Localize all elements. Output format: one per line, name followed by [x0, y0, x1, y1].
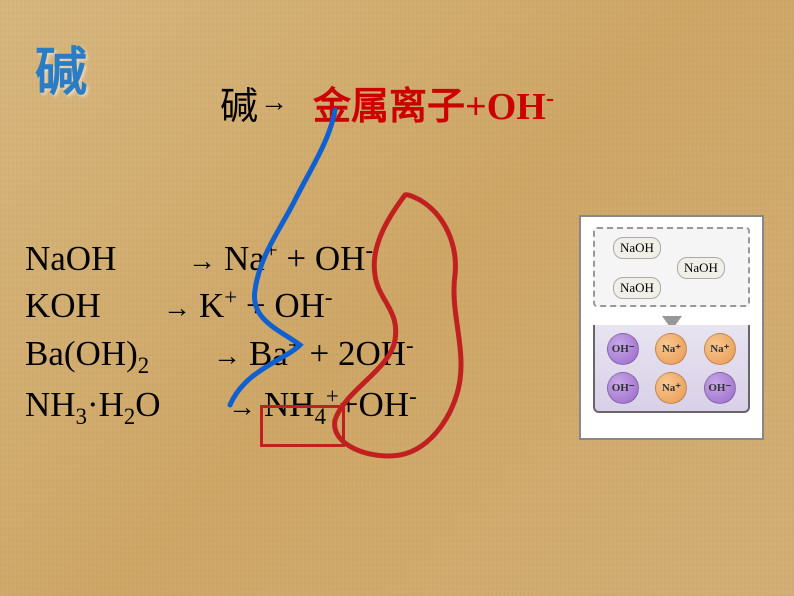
jian-label: 碱: [220, 75, 258, 130]
products: Ba+ + 2OH-: [249, 330, 414, 377]
header-formula-text: 金属离子+OH-: [313, 75, 554, 130]
reactant: NH3·H2O: [25, 381, 220, 433]
oh-ion: OH⁻: [607, 372, 639, 404]
naoh-label: NaOH: [613, 237, 661, 259]
equation-row: NH3·H2O→NH4++OH-: [25, 381, 417, 433]
arrow-icon: →: [228, 389, 256, 427]
header-formula: 碱 → 金属离子+OH-: [220, 75, 554, 130]
equations-block: NaOH→Na+ + OH-KOH→K+ + OH-Ba(OH)2→Ba+ + …: [25, 235, 417, 433]
title-character: 碱: [35, 30, 87, 105]
equation-row: Ba(OH)2→Ba+ + 2OH-: [25, 330, 417, 382]
naoh-label: NaOH: [613, 277, 661, 299]
equation-row: KOH→K+ + OH-: [25, 282, 417, 329]
products: K+ + OH-: [199, 282, 333, 329]
arrow-icon: →: [163, 290, 191, 328]
red-box-annotation: [260, 405, 345, 447]
products: Na+ + OH-: [224, 235, 373, 282]
beaker-top: NaOH NaOH NaOH: [593, 227, 750, 307]
arrow-icon: →: [213, 338, 241, 376]
na-ion: Na⁺: [655, 333, 687, 365]
beaker-diagram: NaOH NaOH NaOH OH⁻ Na⁺ Na⁺ OH⁻ Na⁺ OH⁻: [579, 215, 764, 440]
naoh-label: NaOH: [677, 257, 725, 279]
reactant: NaOH: [25, 235, 180, 282]
arrow-icon: →: [188, 243, 216, 281]
beaker-bottom: OH⁻ Na⁺ Na⁺ OH⁻ Na⁺ OH⁻: [593, 325, 750, 413]
oh-ion: OH⁻: [607, 333, 639, 365]
equation-row: NaOH→Na+ + OH-: [25, 235, 417, 282]
reactant: Ba(OH)2: [25, 330, 205, 382]
oh-ion: OH⁻: [704, 372, 736, 404]
na-ion: Na⁺: [704, 333, 736, 365]
na-ion: Na⁺: [655, 372, 687, 404]
reactant: KOH: [25, 282, 155, 329]
header-arrow: →: [260, 87, 288, 119]
